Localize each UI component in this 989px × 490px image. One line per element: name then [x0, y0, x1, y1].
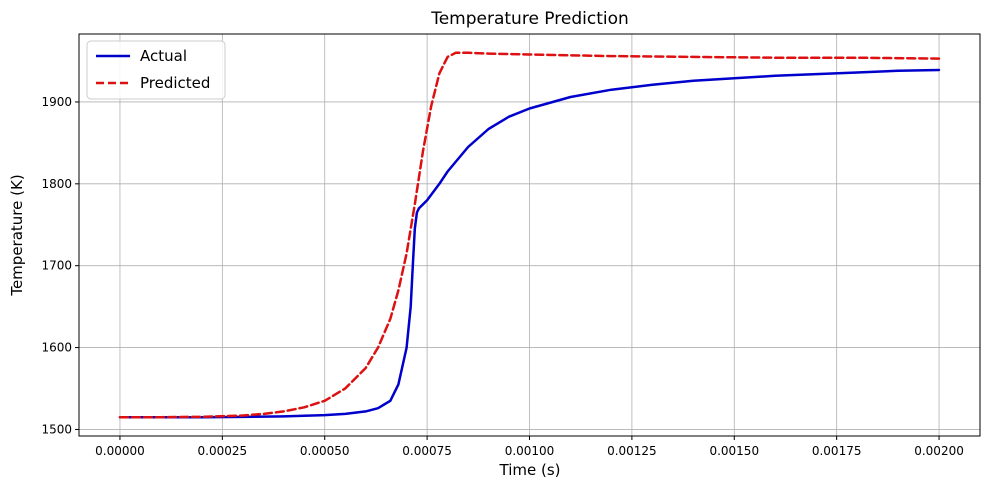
x-tick-label: 0.00100 — [505, 444, 555, 458]
y-axis-label: Temperature (K) — [8, 174, 26, 296]
series-layer — [118, 51, 941, 419]
series-line-actual — [118, 68, 941, 419]
x-tick-label: 0.00175 — [812, 444, 862, 458]
x-tick-label: 0.00200 — [914, 444, 964, 458]
x-tick-label: 0.00150 — [709, 444, 759, 458]
x-tick-label: 0.00075 — [402, 444, 452, 458]
x-tick-label: 0.00000 — [95, 444, 145, 458]
x-tick-label: 0.00125 — [607, 444, 657, 458]
legend-label-predicted: Predicted — [140, 74, 210, 92]
y-tick-label: 1500 — [41, 422, 72, 436]
y-tick-label: 1900 — [41, 95, 72, 109]
x-axis-label: Time (s) — [499, 461, 561, 479]
chart-title: Temperature Prediction — [430, 9, 629, 29]
legend-label-actual: Actual — [140, 47, 187, 65]
y-tick-label: 1800 — [41, 177, 72, 191]
series-line-predicted — [118, 51, 941, 419]
x-axis-ticks: 0.00000 0.00025 0.00050 0.00075 0.00100 0.001… — [95, 436, 964, 458]
y-tick-label: 1600 — [41, 341, 72, 355]
y-axis-ticks: 1500 1600 1700 1800 1900 — [41, 95, 79, 436]
y-tick-label: 1700 — [41, 259, 72, 273]
x-tick-label: 0.00025 — [198, 444, 248, 458]
x-tick-label: 0.00050 — [300, 444, 350, 458]
legend: Actual Predicted — [86, 40, 226, 100]
grid-lines — [79, 34, 980, 436]
